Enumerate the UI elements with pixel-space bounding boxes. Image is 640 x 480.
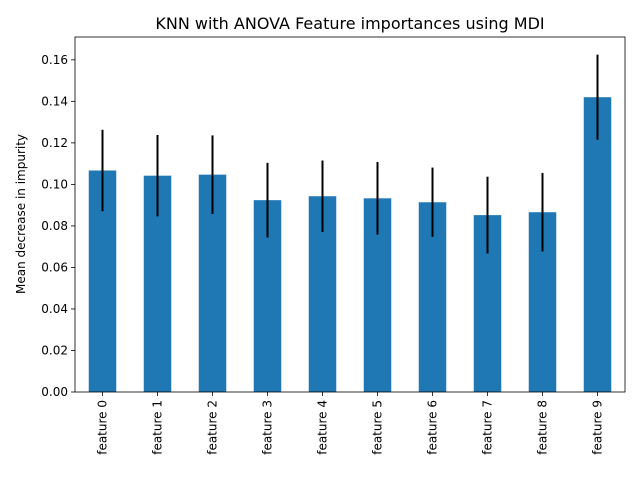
y-tick-label-0: 0.00 [41,385,68,399]
plot-area [74,36,626,393]
y-tick-label-3: 0.06 [41,260,68,274]
x-axis: feature 0 feature 1 feature 2 feature 3 feat… [96,392,605,455]
y-tick-label-7: 0.14 [41,94,68,108]
x-tick-label-0: feature 0 [96,400,110,455]
chart-title: KNN with ANOVA Feature importances using… [155,14,544,33]
x-tick-label-2: feature 2 [206,400,220,455]
plot-frame [74,36,626,393]
y-tick-label-6: 0.12 [41,136,68,150]
x-tick-label-9: feature 9 [591,400,605,455]
y-tick-label-8: 0.16 [41,53,68,67]
x-tick-label-6: feature 6 [426,400,440,455]
x-tick-label-7: feature 7 [481,400,495,455]
y-tick-label-4: 0.08 [41,219,68,233]
x-tick-label-3: feature 3 [261,400,275,455]
x-tick-label-4: feature 4 [316,400,330,455]
bar-9 [583,97,612,392]
y-axis: 0.00 0.02 0.04 0.06 0.08 0.10 0.12 0.14 0.16 [41,53,75,399]
x-tick-label-5: feature 5 [371,400,385,455]
y-tick-label-2: 0.04 [41,302,68,316]
y-tick-label-5: 0.10 [41,177,68,191]
y-axis-label: Mean decrease in impurity [14,134,28,294]
y-tick-label-1: 0.02 [41,343,68,357]
x-tick-label-8: feature 8 [536,400,550,455]
x-tick-label-1: feature 1 [151,400,165,455]
